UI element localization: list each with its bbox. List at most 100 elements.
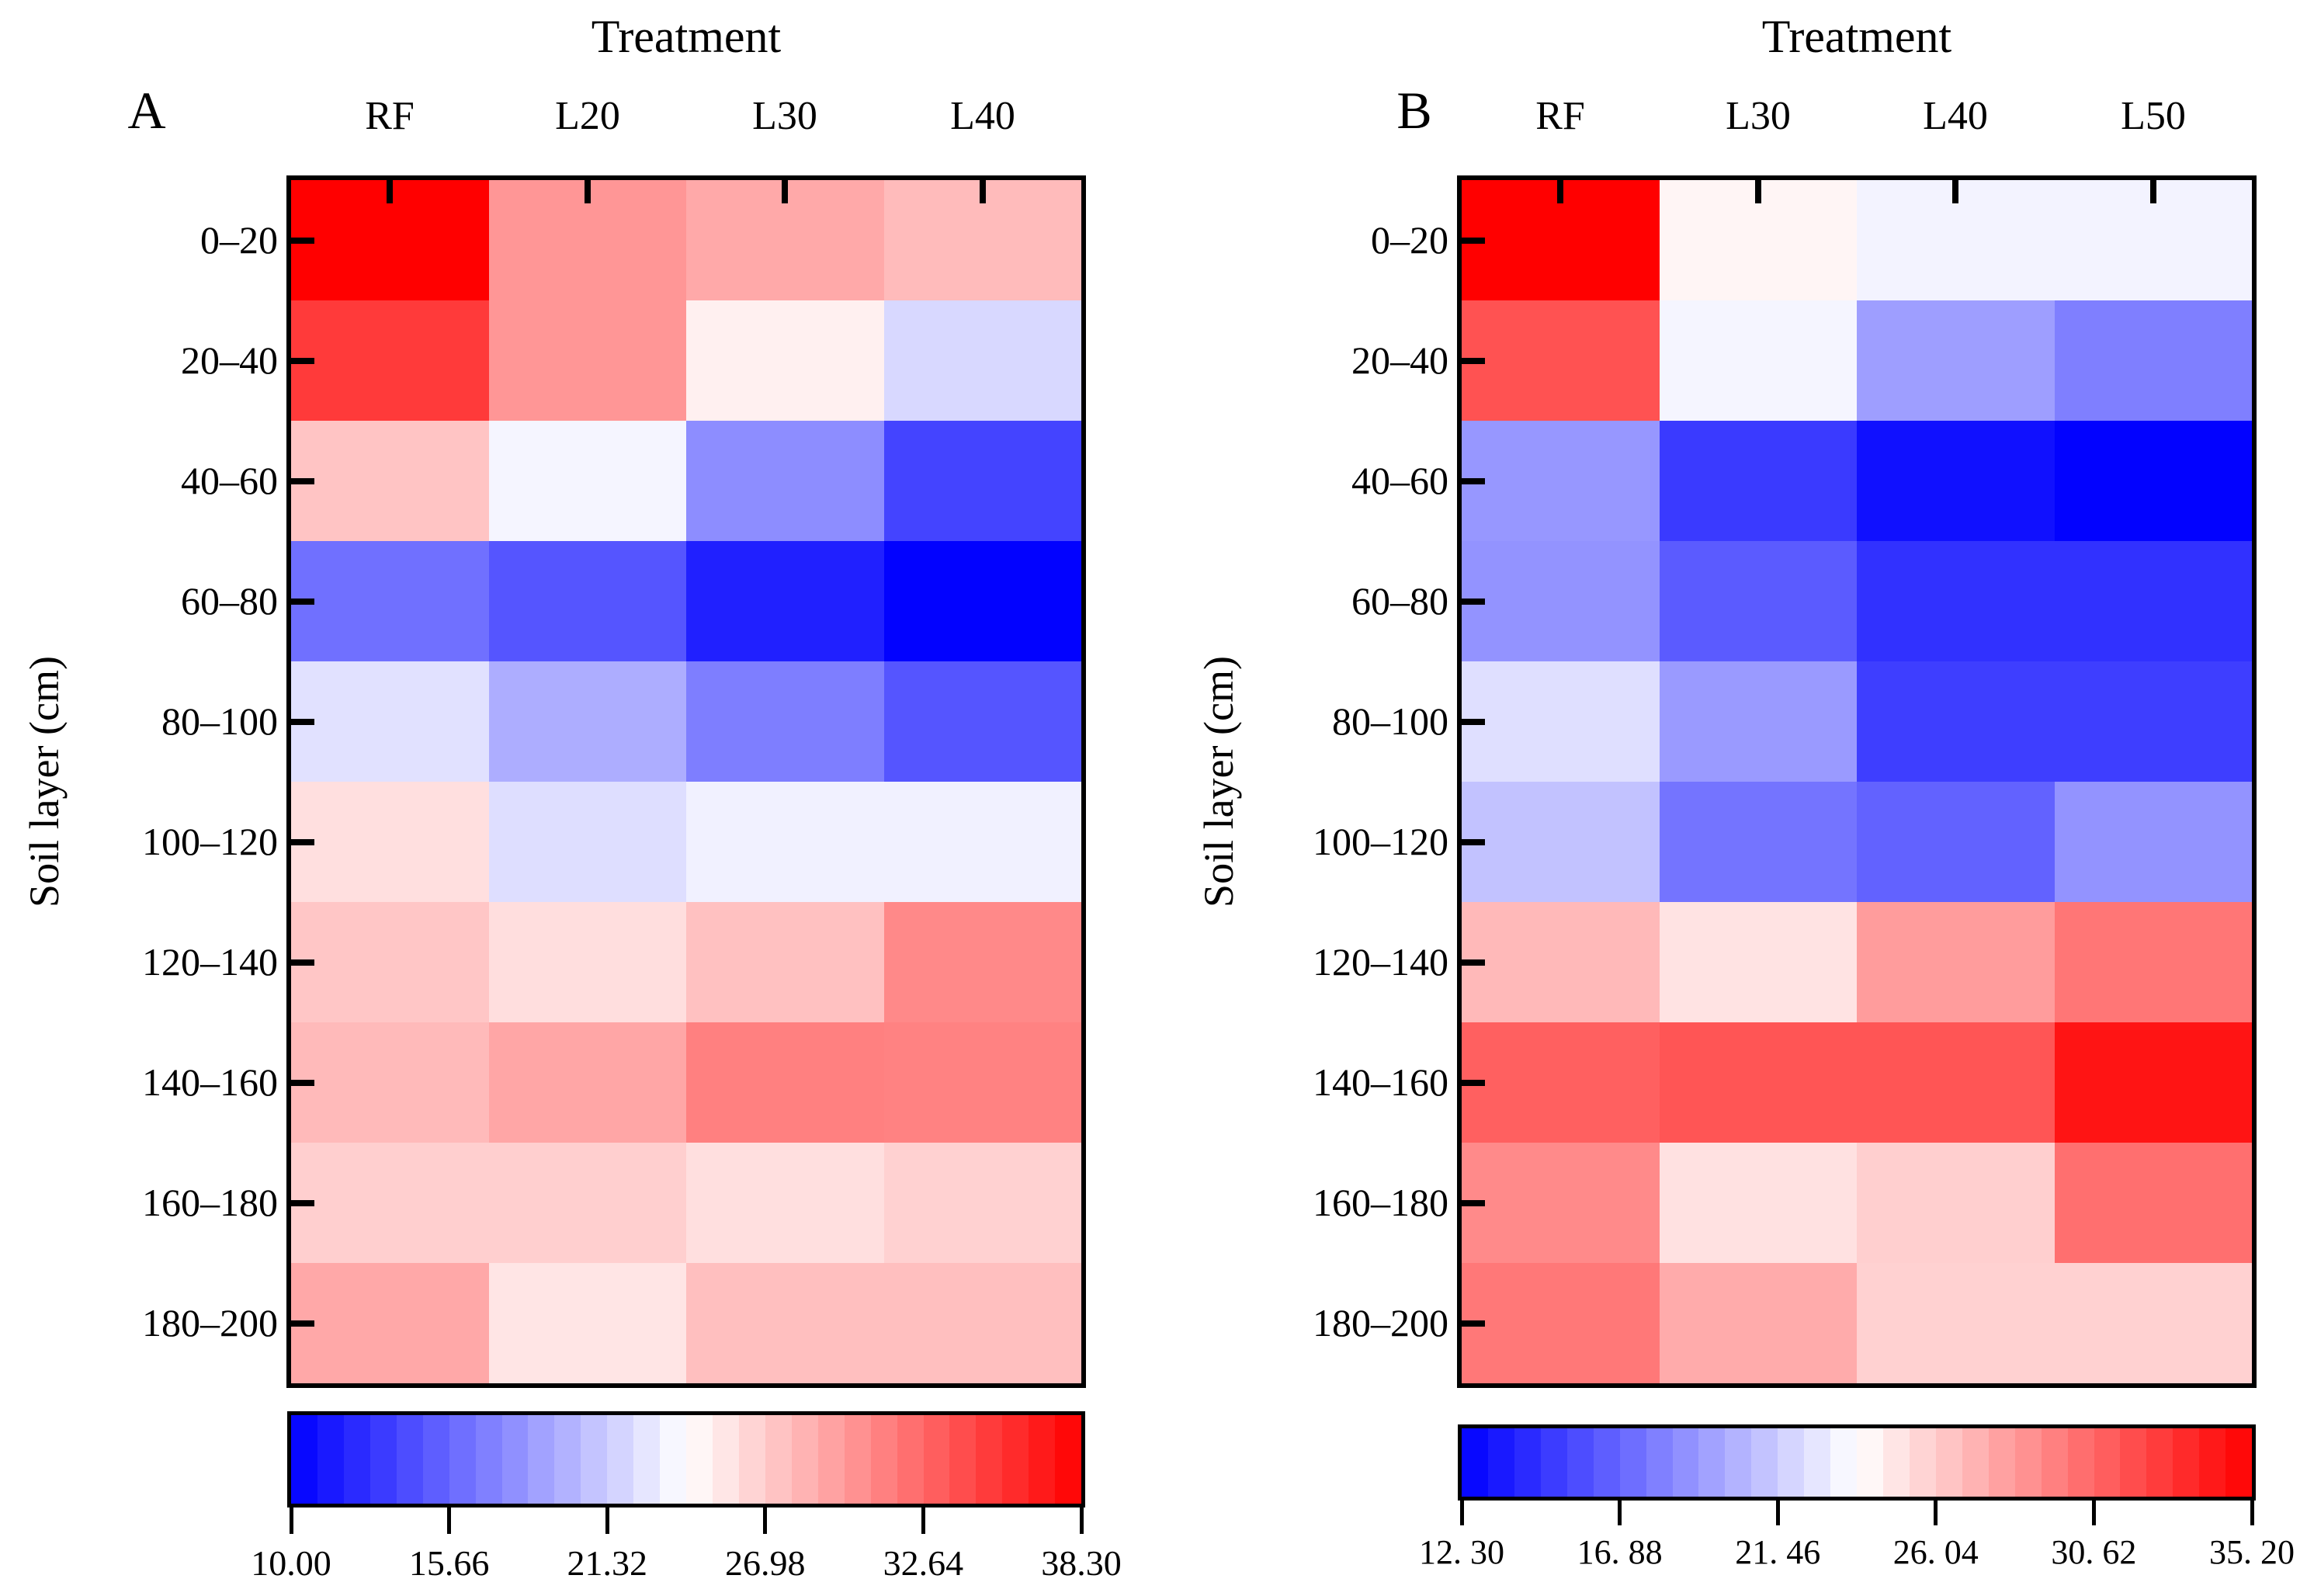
row-label: 140–160 [142, 1060, 278, 1104]
colorbar-tick-label: 38.30 [1041, 1543, 1122, 1583]
colorbar-segment [2120, 1428, 2147, 1497]
y-axis-tick [291, 1320, 314, 1327]
colorbar-segment [2014, 1428, 2042, 1497]
colorbar-segment [1935, 1428, 1962, 1497]
heatmap-cell [2054, 300, 2252, 421]
heatmap-cell [1857, 541, 2055, 661]
heatmap-cell [1462, 1263, 1660, 1383]
colorbar-segment [1804, 1428, 1831, 1497]
y-axis-tick [291, 718, 314, 725]
heatmap-cell [1462, 1022, 1660, 1143]
colorbar-segment [1566, 1428, 1594, 1497]
y-axis-tick [1462, 598, 1485, 605]
x-axis-title-b: Treatment [1761, 11, 1952, 62]
heatmap-a [286, 175, 1086, 1388]
row-label: 0–20 [1371, 218, 1448, 262]
heatmap-cell [1462, 661, 1660, 782]
heatmap-cell [291, 782, 489, 902]
heatmap-cell [1857, 902, 2055, 1022]
heatmap-cell [1857, 661, 2055, 782]
heatmap-cell [686, 661, 884, 782]
colorbar-tick [2250, 1501, 2254, 1525]
heatmap-cell [2054, 541, 2252, 661]
colorbar-tick [1618, 1501, 1622, 1525]
colorbar-tick-label: 26. 04 [1892, 1533, 1979, 1571]
colorbar-segment [1029, 1415, 1056, 1504]
heatmap-cell [291, 661, 489, 782]
x-axis-tick [387, 180, 394, 203]
heatmap-cell [1462, 300, 1660, 421]
row-label: 60–80 [1351, 579, 1448, 623]
heatmap-cell [1462, 782, 1660, 902]
colorbar-segment [1751, 1428, 1778, 1497]
heatmap-cell [1857, 1143, 2055, 1263]
colorbar-segment [1593, 1428, 1620, 1497]
column-label: L30 [1726, 94, 1791, 138]
row-label: 120–140 [1313, 940, 1448, 984]
heatmap-cell [1857, 1263, 2055, 1383]
panel-letter-b: B [1396, 81, 1432, 140]
colorbar-segment [607, 1415, 634, 1504]
heatmap-cell [1659, 541, 1857, 661]
heatmap-cell [686, 902, 884, 1022]
colorbar-segment [686, 1415, 713, 1504]
row-label: 0–20 [200, 218, 278, 262]
y-axis-tick [291, 1199, 314, 1206]
colorbar-segment [738, 1415, 765, 1504]
heatmap-cell [2054, 1263, 2252, 1383]
colorbar-segment [396, 1415, 423, 1504]
row-label: 180–200 [142, 1301, 278, 1344]
y-axis-title-b: Soil layer (cm) [1195, 656, 1242, 907]
heatmap-cell [1857, 782, 2055, 902]
heatmap-cell [488, 1143, 686, 1263]
y-axis-tick [1462, 237, 1485, 244]
heatmap-cell [488, 541, 686, 661]
colorbar-segment [1909, 1428, 1936, 1497]
colorbar-tick-label: 12. 30 [1419, 1533, 1504, 1571]
row-label: 20–40 [1351, 338, 1448, 382]
colorbar-segment [923, 1415, 950, 1504]
heatmap-cell [1462, 421, 1660, 541]
colorbar-tick [1934, 1501, 1938, 1525]
heatmap-cell [883, 541, 1081, 661]
heatmap-cell [1659, 902, 1857, 1022]
colorbar-segment [1830, 1428, 1858, 1497]
colorbar-segment [1857, 1428, 1883, 1497]
colorbar-segment [291, 1415, 317, 1504]
heatmap-cell [488, 300, 686, 421]
colorbar-segment [870, 1415, 897, 1504]
heatmap-cell [2054, 421, 2252, 541]
colorbar-segment [2199, 1428, 2226, 1497]
heatmap-b [1457, 175, 2257, 1388]
colorbar-segment [2146, 1428, 2173, 1497]
heatmap-cell [1659, 1143, 1857, 1263]
y-axis-tick [1462, 1320, 1485, 1327]
colorbar-tick-label: 21. 46 [1735, 1533, 1821, 1571]
colorbar-tick-label: 15.66 [408, 1543, 490, 1583]
colorbar-segment [817, 1415, 845, 1504]
x-axis-title-a: Treatment [591, 11, 782, 62]
colorbar-segment [844, 1415, 871, 1504]
heatmap-cell [1659, 300, 1857, 421]
heatmap-cell [686, 541, 884, 661]
y-axis-tick [291, 959, 314, 966]
heatmap-cell [883, 1022, 1081, 1143]
heatmap-cell [1659, 421, 1857, 541]
row-label: 40–60 [1351, 459, 1448, 502]
colorbar-segment [765, 1415, 792, 1504]
colorbar-tick-label: 32.64 [883, 1543, 964, 1583]
colorbar-segment [2041, 1428, 2068, 1497]
colorbar-tick-label: 26.98 [725, 1543, 806, 1583]
heatmap-cell [1462, 1143, 1660, 1263]
column-label: L40 [950, 94, 1015, 138]
y-axis-title-a: Soil layer (cm) [21, 656, 68, 907]
heatmap-cell [883, 300, 1081, 421]
x-axis-tick [1754, 180, 1761, 203]
colorbar-segment [1698, 1428, 1726, 1497]
colorbar-segment [1883, 1428, 1910, 1497]
x-axis-tick [1952, 180, 1959, 203]
colorbar-tick [289, 1508, 293, 1534]
y-axis-tick [291, 1079, 314, 1086]
heatmap-cell [883, 421, 1081, 541]
